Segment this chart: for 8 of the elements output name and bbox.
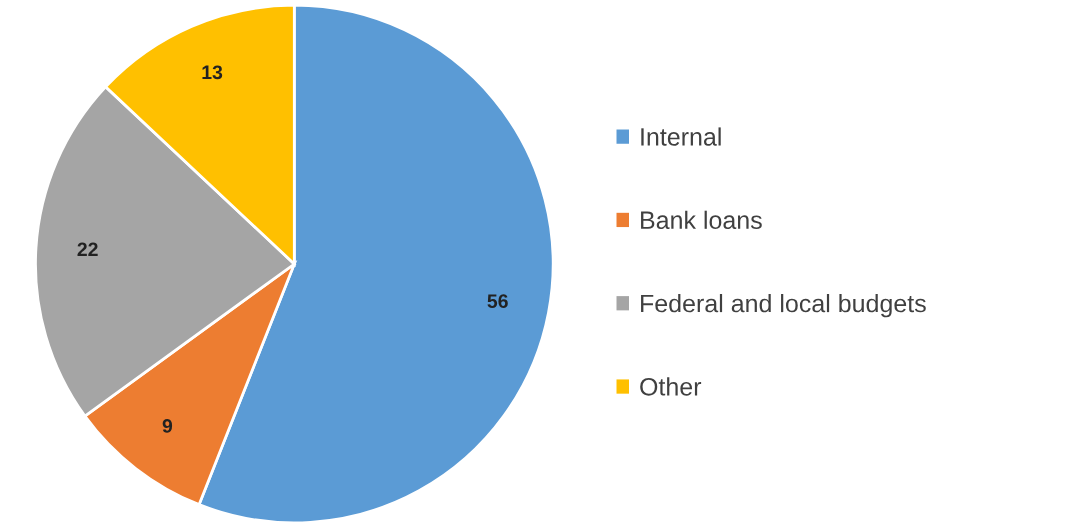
data-label: 13 [202,65,223,80]
legend-label: Internal [641,127,721,146]
data-label: 9 [162,419,173,433]
legend-label: Bank loans [641,210,762,230]
legend-label: Federal and local budgets [641,294,926,318]
data-label: 22 [77,242,98,257]
data-label: 56 [487,294,508,309]
legend-label: Other [640,377,702,396]
